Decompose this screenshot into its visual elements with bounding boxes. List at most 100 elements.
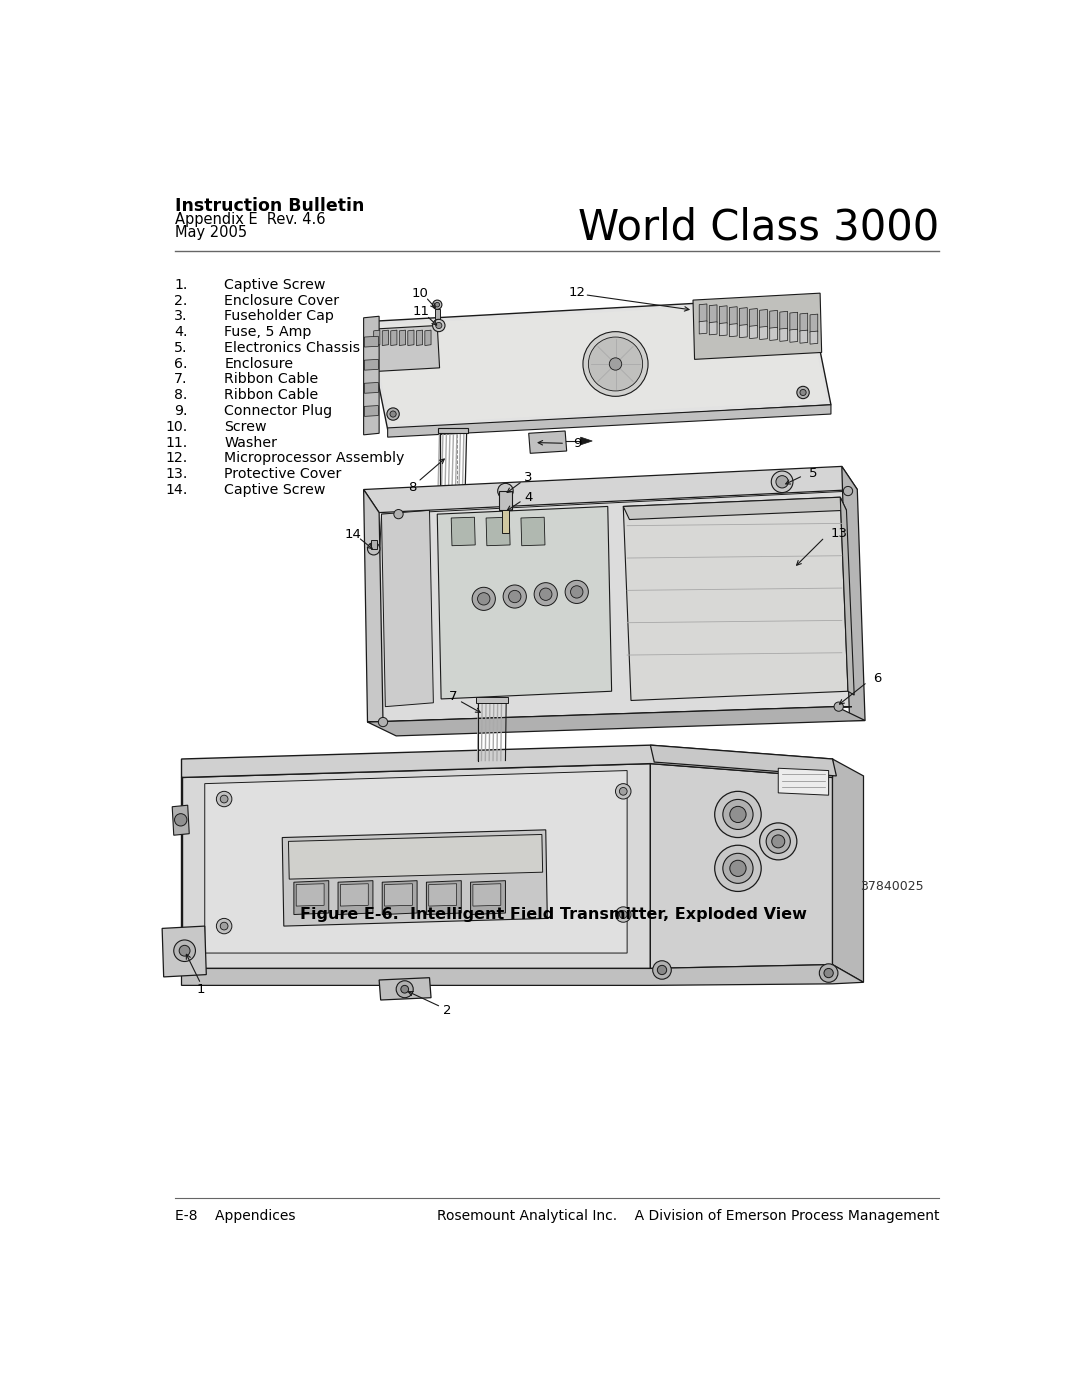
Polygon shape (719, 306, 727, 324)
Polygon shape (427, 880, 461, 915)
Polygon shape (780, 312, 787, 330)
Text: 8: 8 (408, 481, 417, 493)
Text: 4: 4 (525, 490, 532, 504)
Polygon shape (367, 707, 865, 736)
Text: 3.: 3. (174, 309, 188, 323)
Text: Ribbon Cable: Ribbon Cable (225, 388, 319, 402)
Polygon shape (379, 978, 431, 1000)
Text: 9.: 9. (174, 404, 188, 418)
Text: Captive Screw: Captive Screw (225, 483, 325, 497)
Circle shape (435, 302, 440, 307)
Circle shape (766, 830, 791, 854)
Polygon shape (800, 313, 808, 331)
Text: 1.: 1. (174, 278, 188, 292)
Polygon shape (841, 467, 865, 721)
Text: 10: 10 (411, 286, 429, 299)
Polygon shape (699, 321, 707, 334)
Polygon shape (740, 324, 747, 338)
Text: Ribbon Cable: Ribbon Cable (225, 373, 319, 387)
Text: 5: 5 (809, 467, 818, 479)
Circle shape (220, 795, 228, 803)
Text: 4.: 4. (174, 326, 188, 339)
Circle shape (715, 791, 761, 838)
Circle shape (570, 585, 583, 598)
Circle shape (540, 588, 552, 601)
Circle shape (658, 965, 666, 975)
Circle shape (179, 946, 190, 956)
Text: Screw: Screw (225, 420, 267, 434)
Polygon shape (476, 697, 508, 703)
Circle shape (834, 703, 843, 711)
Polygon shape (759, 327, 768, 339)
Polygon shape (294, 880, 328, 915)
Polygon shape (473, 884, 501, 907)
Polygon shape (366, 298, 831, 429)
Text: Microprocessor Assembly: Microprocessor Assembly (225, 451, 405, 465)
Polygon shape (162, 926, 206, 977)
Polygon shape (382, 330, 389, 345)
Text: 7.: 7. (174, 373, 188, 387)
Polygon shape (369, 326, 440, 372)
Polygon shape (369, 300, 827, 425)
Polygon shape (437, 507, 611, 698)
Polygon shape (364, 316, 379, 434)
Polygon shape (367, 707, 852, 722)
Circle shape (433, 300, 442, 309)
Text: 5.: 5. (174, 341, 188, 355)
Circle shape (730, 806, 746, 823)
Text: 2: 2 (443, 1004, 451, 1017)
Circle shape (723, 854, 753, 883)
Polygon shape (750, 309, 757, 327)
Polygon shape (699, 305, 707, 323)
Text: 1: 1 (197, 982, 205, 996)
Polygon shape (429, 884, 457, 907)
Circle shape (175, 813, 187, 826)
Text: 7: 7 (448, 690, 457, 703)
Text: Appendix E  Rev. 4.6: Appendix E Rev. 4.6 (175, 212, 326, 228)
Polygon shape (789, 313, 798, 331)
Circle shape (503, 585, 526, 608)
Text: 9: 9 (572, 437, 581, 450)
Circle shape (652, 961, 672, 979)
Polygon shape (296, 884, 324, 907)
Circle shape (390, 411, 396, 418)
Text: Fuse, 5 Amp: Fuse, 5 Amp (225, 326, 311, 339)
Polygon shape (501, 510, 510, 534)
Polygon shape (408, 330, 414, 345)
Polygon shape (382, 880, 417, 915)
Circle shape (367, 542, 380, 555)
Text: 2.: 2. (174, 293, 188, 307)
Polygon shape (364, 405, 378, 416)
Text: 13.: 13. (165, 467, 188, 481)
Polygon shape (374, 330, 380, 345)
Circle shape (433, 320, 445, 331)
Text: 11: 11 (413, 305, 430, 319)
Circle shape (477, 592, 490, 605)
Polygon shape (364, 467, 858, 513)
Polygon shape (729, 324, 738, 337)
Circle shape (401, 985, 408, 993)
Text: Enclosure Cover: Enclosure Cover (225, 293, 339, 307)
Text: Enclosure: Enclosure (225, 356, 294, 370)
Circle shape (715, 845, 761, 891)
Polygon shape (372, 490, 862, 724)
Circle shape (616, 907, 631, 922)
Circle shape (730, 861, 746, 876)
Text: Rosemount Analytical Inc.    A Division of Emerson Process Management: Rosemount Analytical Inc. A Division of … (437, 1208, 940, 1222)
Polygon shape (581, 437, 592, 444)
Circle shape (616, 784, 631, 799)
Circle shape (565, 580, 589, 604)
Text: 13: 13 (831, 527, 848, 539)
Polygon shape (435, 309, 440, 319)
Text: Figure E-6.  Intelligent Field Transmitter, Exploded View: Figure E-6. Intelligent Field Transmitte… (300, 907, 807, 922)
Polygon shape (288, 834, 542, 879)
Polygon shape (364, 383, 378, 393)
Polygon shape (770, 327, 778, 341)
Text: 10.: 10. (165, 420, 188, 434)
Circle shape (797, 387, 809, 398)
Polygon shape (810, 314, 818, 332)
Circle shape (820, 964, 838, 982)
Text: 14.: 14. (165, 483, 188, 497)
Polygon shape (650, 745, 836, 775)
Polygon shape (424, 330, 431, 345)
